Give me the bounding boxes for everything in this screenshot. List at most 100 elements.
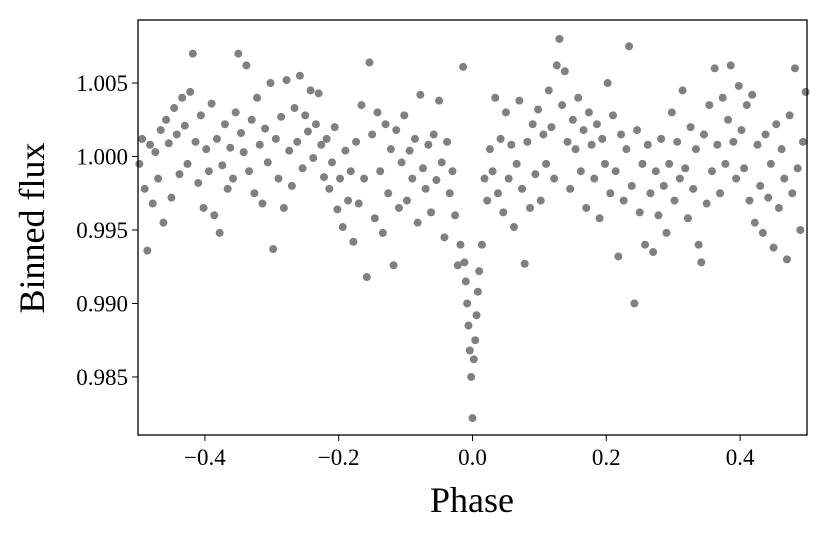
point: [285, 146, 294, 155]
y-tick-label: 0.985: [76, 365, 128, 390]
point: [683, 214, 692, 223]
point: [432, 176, 441, 185]
point: [485, 145, 494, 154]
point: [782, 255, 791, 264]
point: [560, 67, 569, 76]
point: [523, 137, 532, 146]
point: [584, 108, 593, 117]
point: [493, 189, 502, 198]
point: [186, 87, 195, 96]
point: [373, 108, 382, 117]
point: [175, 170, 184, 179]
point: [365, 58, 374, 67]
point: [370, 214, 379, 223]
point: [258, 199, 267, 208]
point: [777, 145, 786, 154]
x-tick-label: 0.4: [726, 445, 755, 470]
point: [552, 61, 561, 70]
point: [460, 258, 469, 267]
point: [410, 134, 419, 143]
point: [713, 140, 722, 149]
point: [737, 126, 746, 135]
point: [496, 134, 505, 143]
point: [376, 167, 385, 176]
point: [611, 167, 620, 176]
point: [536, 196, 545, 205]
point: [550, 174, 559, 183]
point: [468, 414, 477, 423]
y-tick-label: 0.990: [76, 291, 128, 316]
point: [269, 245, 278, 254]
point: [424, 140, 433, 149]
point: [328, 158, 337, 167]
point: [448, 167, 457, 176]
point: [429, 130, 438, 139]
point: [469, 355, 478, 364]
point: [435, 96, 444, 105]
point: [194, 178, 203, 187]
point: [287, 181, 296, 190]
point: [576, 167, 585, 176]
point: [708, 167, 717, 176]
point: [689, 184, 698, 193]
point: [734, 81, 743, 90]
point: [354, 199, 363, 208]
points: [135, 34, 810, 423]
point: [188, 49, 197, 58]
point: [402, 196, 411, 205]
point: [582, 203, 591, 212]
point: [317, 140, 326, 149]
point: [568, 115, 577, 124]
point: [338, 223, 347, 232]
point: [223, 184, 232, 193]
point: [531, 170, 540, 179]
point: [242, 61, 251, 70]
point: [667, 108, 676, 117]
point: [231, 108, 240, 117]
point: [534, 105, 543, 114]
point: [678, 86, 687, 95]
point: [239, 148, 248, 157]
point: [600, 159, 609, 168]
point: [673, 137, 682, 146]
point: [274, 174, 283, 183]
point: [394, 203, 403, 212]
point: [156, 126, 165, 135]
point: [384, 189, 393, 198]
point: [362, 273, 371, 282]
x-tick-label: 0.0: [458, 445, 487, 470]
point: [766, 159, 775, 168]
point: [405, 146, 414, 155]
point: [148, 199, 157, 208]
point: [740, 164, 749, 173]
point: [277, 112, 286, 121]
point: [724, 115, 733, 124]
point: [756, 181, 765, 190]
point: [790, 64, 799, 73]
point: [528, 120, 537, 129]
point: [622, 145, 631, 154]
point: [475, 267, 484, 276]
point: [774, 203, 783, 212]
point: [507, 140, 516, 149]
point: [397, 158, 406, 167]
point: [416, 90, 425, 99]
point: [675, 174, 684, 183]
point: [753, 140, 762, 149]
point: [333, 205, 342, 214]
point: [785, 111, 794, 120]
point: [306, 86, 315, 95]
y-tick-label: 1.000: [76, 145, 128, 170]
point: [769, 243, 778, 252]
x-tick-label: −0.4: [184, 445, 226, 470]
point: [427, 208, 436, 217]
point: [467, 372, 476, 381]
point: [418, 164, 427, 173]
point: [456, 240, 465, 249]
point: [360, 174, 369, 183]
point: [207, 99, 216, 108]
point: [421, 184, 430, 193]
point: [662, 228, 671, 237]
point: [303, 127, 312, 136]
